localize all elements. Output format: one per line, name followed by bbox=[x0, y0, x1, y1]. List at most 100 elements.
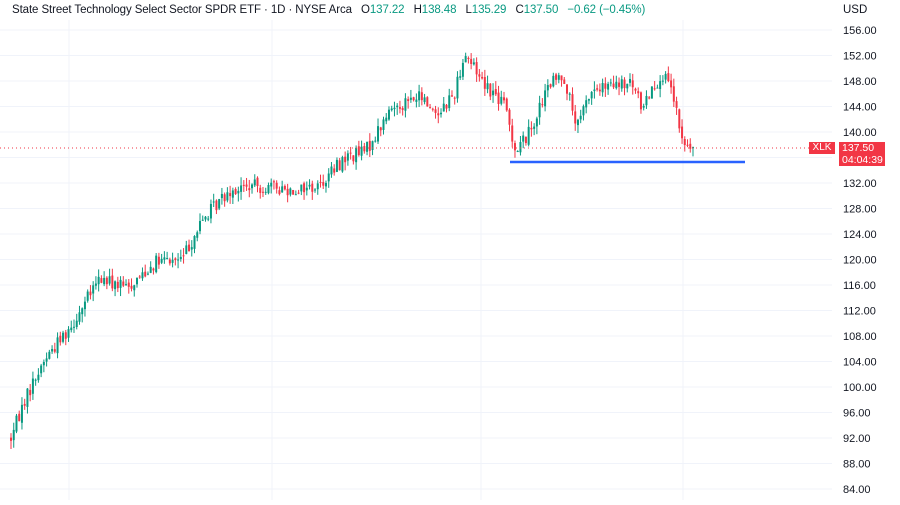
candle-body bbox=[382, 119, 385, 130]
y-tick-label: 144.00 bbox=[843, 102, 877, 114]
candle-body bbox=[445, 104, 448, 109]
candle-body bbox=[64, 332, 67, 339]
candle-body bbox=[492, 90, 495, 96]
candle-body bbox=[116, 281, 119, 289]
candle-body bbox=[240, 185, 243, 192]
low-label: L bbox=[465, 4, 472, 16]
candle-body bbox=[23, 403, 26, 406]
candle-body bbox=[196, 232, 199, 238]
candle-body bbox=[593, 89, 596, 92]
candle-body bbox=[223, 194, 226, 202]
candle-body bbox=[634, 88, 637, 91]
candle-body bbox=[374, 140, 377, 142]
candle-body bbox=[122, 281, 125, 286]
candle-body bbox=[440, 112, 443, 115]
candle-body bbox=[404, 98, 407, 111]
candle-body bbox=[182, 255, 185, 257]
candle-body bbox=[579, 115, 582, 120]
candle-body bbox=[278, 190, 281, 195]
candle-body bbox=[270, 182, 273, 187]
candle-body bbox=[489, 83, 492, 97]
candle-body bbox=[179, 256, 182, 260]
candle-body bbox=[333, 168, 336, 173]
candle-body bbox=[585, 100, 588, 108]
candle-body bbox=[231, 190, 234, 198]
candle-body bbox=[601, 83, 604, 93]
candle-body bbox=[683, 139, 686, 146]
candle-body bbox=[75, 320, 78, 327]
candle-body bbox=[311, 183, 314, 192]
candle-body bbox=[497, 92, 500, 104]
candle-body bbox=[281, 186, 284, 193]
high-label: H bbox=[413, 4, 422, 16]
candle-body bbox=[26, 388, 29, 407]
candle-body bbox=[105, 277, 108, 285]
candle-body bbox=[670, 80, 673, 88]
candle-body bbox=[407, 99, 410, 102]
candle-body bbox=[256, 177, 259, 187]
candle-body bbox=[566, 84, 569, 94]
candle-body bbox=[308, 184, 311, 187]
candle-body bbox=[97, 276, 100, 285]
candle-body bbox=[637, 91, 640, 94]
candle-body bbox=[31, 378, 34, 394]
candle-body bbox=[426, 97, 429, 107]
candle-body bbox=[667, 73, 670, 81]
candle-body bbox=[650, 86, 653, 99]
candle-body bbox=[324, 182, 327, 187]
price-axis[interactable]: 84.00 88.00 92.00 96.00 100.00 104.00 108.00 11… bbox=[843, 25, 877, 496]
candle-body bbox=[574, 111, 577, 124]
candle-body bbox=[467, 57, 470, 59]
candle-body bbox=[135, 277, 138, 285]
candle-body bbox=[664, 73, 667, 80]
candle-body bbox=[461, 62, 464, 77]
candle-body bbox=[355, 147, 358, 163]
candle-body bbox=[618, 82, 621, 87]
y-tick-label: 116.00 bbox=[843, 280, 876, 292]
candle-body bbox=[505, 98, 508, 111]
candle-body bbox=[259, 187, 262, 193]
candle-body bbox=[152, 268, 155, 271]
candle-body bbox=[29, 389, 32, 396]
candle-body bbox=[401, 108, 404, 110]
candle-body bbox=[686, 144, 689, 146]
y-tick-label: 88.00 bbox=[843, 459, 871, 471]
candle-body bbox=[349, 152, 352, 154]
candle-body bbox=[185, 245, 188, 255]
candle-body bbox=[297, 192, 300, 194]
candle-body bbox=[171, 259, 174, 263]
currency-label[interactable]: USD bbox=[843, 4, 868, 16]
candle-body bbox=[412, 97, 415, 101]
candle-body bbox=[390, 108, 393, 111]
candle-body bbox=[620, 79, 623, 89]
candle-body bbox=[483, 77, 486, 89]
candle-body bbox=[645, 95, 648, 106]
close-label: C bbox=[515, 4, 524, 16]
candle-body bbox=[456, 76, 459, 99]
candle-body bbox=[431, 108, 434, 110]
symbol-title: State Street Technology Select Sector SP… bbox=[12, 4, 352, 16]
candle-body bbox=[672, 86, 675, 102]
candle-body bbox=[659, 81, 662, 90]
candle-body bbox=[434, 109, 437, 113]
candle-body bbox=[48, 351, 51, 359]
candle-body bbox=[541, 104, 544, 106]
candle-body bbox=[94, 283, 97, 286]
candle-body bbox=[294, 194, 297, 196]
candle-body bbox=[114, 281, 117, 290]
candle-body bbox=[527, 126, 530, 145]
candle-body bbox=[387, 109, 390, 120]
candle-body bbox=[138, 276, 141, 278]
candle-body bbox=[415, 99, 418, 102]
candle-body bbox=[264, 191, 267, 193]
candles-layer bbox=[10, 52, 694, 449]
symbol-legend: State Street Technology Select Sector SP… bbox=[12, 4, 645, 16]
candle-body bbox=[442, 103, 445, 112]
candle-body bbox=[377, 126, 380, 142]
candle-body bbox=[15, 415, 18, 432]
last-price-tag: XLK 137.50 04:04:39 bbox=[809, 142, 885, 166]
candle-body bbox=[163, 257, 166, 260]
candle-body bbox=[639, 92, 642, 110]
